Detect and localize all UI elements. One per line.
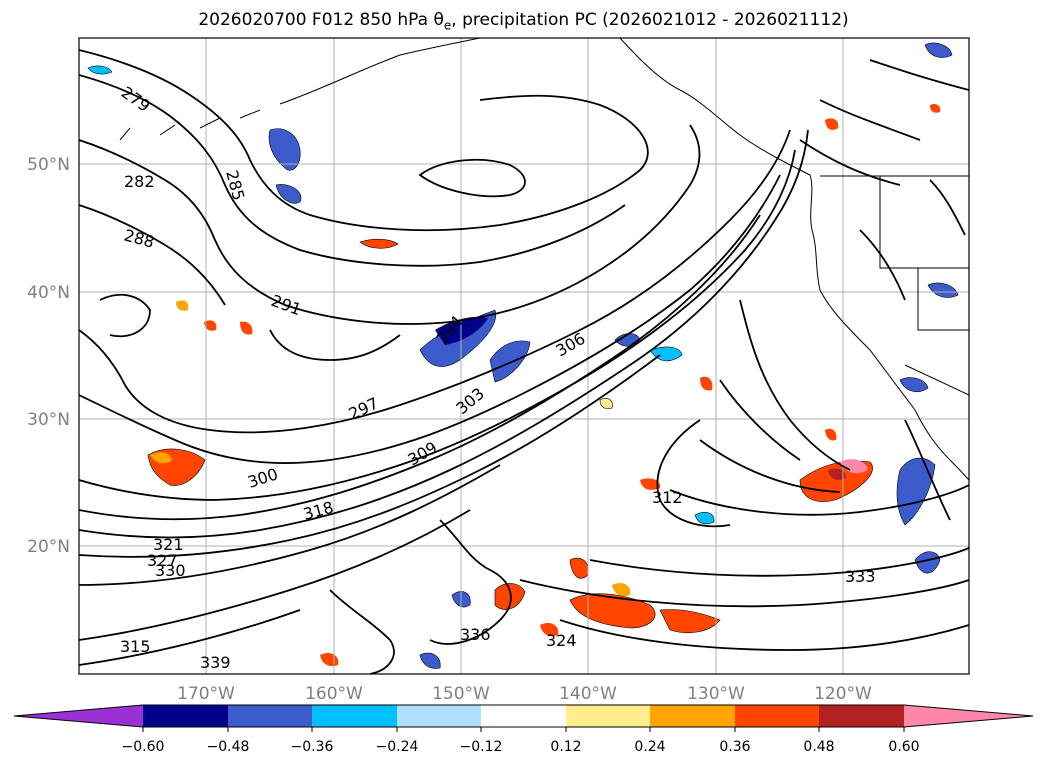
lon-label-170w: 170°W bbox=[177, 684, 235, 704]
colorbar: −0.60 −0.48 −0.36 −0.24 −0.12 0.12 0.24 … bbox=[13, 704, 1034, 755]
title-subscript: e bbox=[443, 18, 452, 33]
colorbar-segment bbox=[819, 705, 904, 727]
colorbar-tick-label: −0.12 bbox=[460, 739, 503, 755]
colorbar-segment bbox=[397, 705, 481, 727]
colorbar-ticks bbox=[142, 727, 905, 732]
contour-label-321: 321 bbox=[153, 535, 184, 554]
colorbar-tick-label: 0.12 bbox=[550, 739, 581, 755]
contour-label-333: 333 bbox=[845, 567, 876, 586]
contour-label-282: 282 bbox=[124, 172, 155, 191]
lat-label-20n: 20°N bbox=[27, 537, 70, 557]
colorbar-extend-max bbox=[904, 705, 1033, 727]
graticule bbox=[79, 38, 969, 674]
colorbar-tick-label: 0.24 bbox=[634, 739, 665, 755]
contour-label-312: 312 bbox=[652, 488, 683, 507]
latitude-labels: 50°N 40°N 30°N 20°N bbox=[27, 155, 70, 557]
colorbar-tick-label: −0.24 bbox=[376, 739, 419, 755]
lat-label-50n: 50°N bbox=[27, 155, 70, 175]
lon-label-140w: 140°W bbox=[559, 684, 617, 704]
colorbar-tick-label: −0.36 bbox=[291, 739, 334, 755]
contour-label-324: 324 bbox=[546, 631, 577, 650]
contour-label-330: 330 bbox=[155, 561, 186, 580]
colorbar-segment bbox=[650, 705, 735, 727]
colorbar-tick-label: 0.36 bbox=[719, 739, 750, 755]
lon-label-150w: 150°W bbox=[432, 684, 490, 704]
lon-label-130w: 130°W bbox=[687, 684, 745, 704]
colorbar-tick-label: 0.60 bbox=[888, 739, 919, 755]
lon-label-160w: 160°W bbox=[305, 684, 363, 704]
map-title: 2026020700 F012 850 hPa θe, precipitatio… bbox=[0, 10, 1047, 32]
title-prefix: 2026020700 F012 850 hPa θ bbox=[198, 10, 444, 30]
title-suffix: , precipitation PC (2026021012 - 2026021… bbox=[451, 10, 849, 30]
contour-label-327: 327 bbox=[147, 551, 178, 570]
contour-label-336: 336 bbox=[460, 625, 491, 644]
colorbar-segment bbox=[735, 705, 819, 727]
colorbar-segment bbox=[312, 705, 397, 727]
colorbar-segment bbox=[228, 705, 312, 727]
contour-label-339: 339 bbox=[200, 653, 231, 672]
colorbar-tick-label: 0.48 bbox=[803, 739, 834, 755]
contour-label-315: 315 bbox=[120, 637, 151, 656]
lon-label-120w: 120°W bbox=[814, 684, 872, 704]
colorbar-segment bbox=[566, 705, 650, 727]
colorbar-tick-label: −0.60 bbox=[122, 739, 165, 755]
map-frame bbox=[78, 37, 970, 675]
colorbar-extend-min bbox=[14, 705, 143, 727]
colorbar-tick-label: −0.48 bbox=[207, 739, 250, 755]
lat-label-30n: 30°N bbox=[27, 410, 70, 430]
lat-label-40n: 40°N bbox=[27, 283, 70, 303]
longitude-labels: 170°W 160°W 150°W 140°W 130°W 120°W bbox=[177, 684, 872, 704]
coastline bbox=[119, 38, 969, 481]
colorbar-segment bbox=[481, 705, 566, 727]
colorbar-segment bbox=[143, 705, 228, 727]
theta-e-contours bbox=[79, 49, 969, 674]
